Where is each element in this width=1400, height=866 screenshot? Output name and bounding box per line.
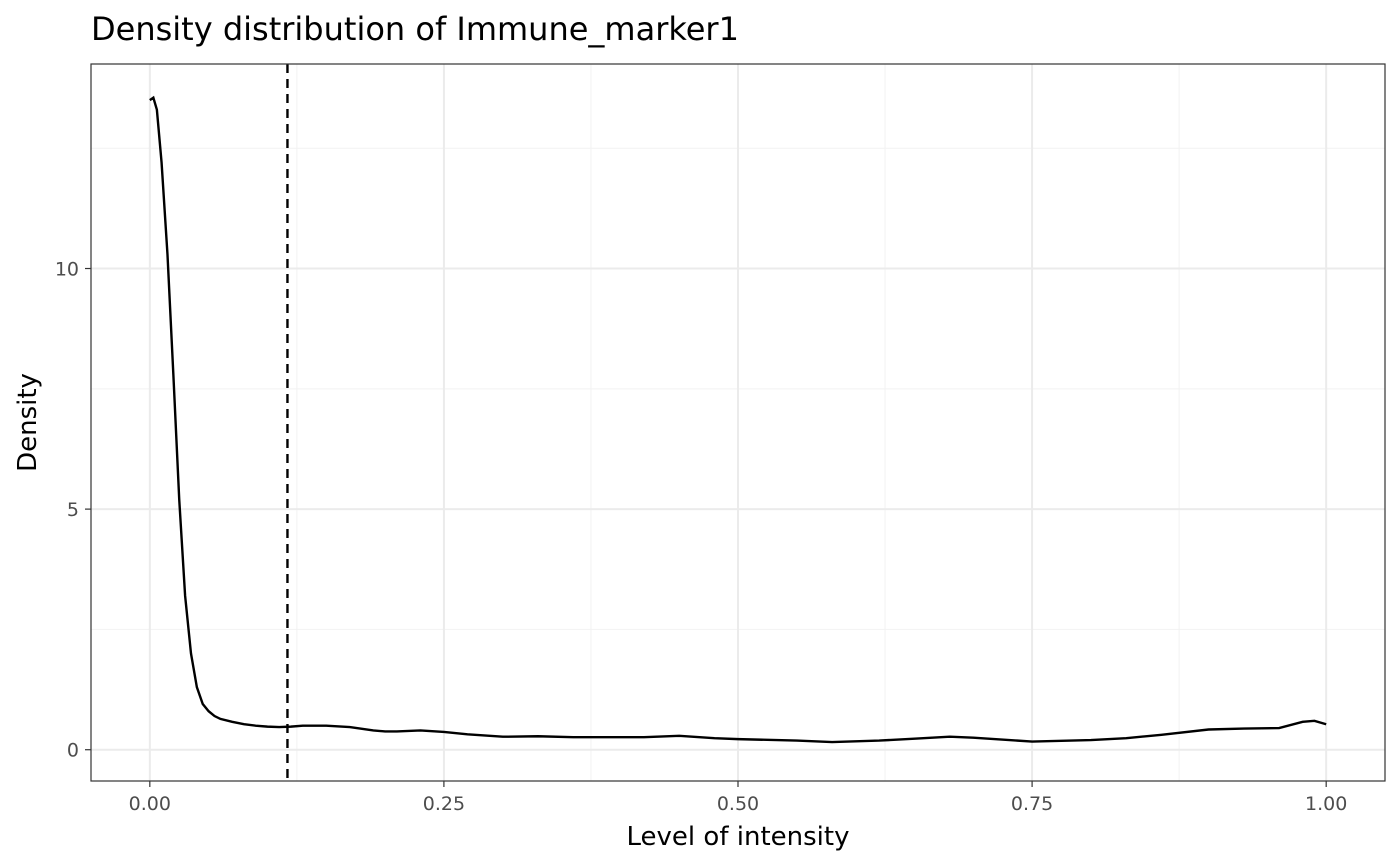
- y-tick-label: 5: [67, 499, 79, 521]
- x-tick-label: 0.75: [1011, 793, 1053, 815]
- axes: 0.00 0.25 0.50 0.75 1.00 0 5 10: [55, 259, 1348, 815]
- y-tick-label: 10: [55, 259, 79, 281]
- plot-area: [149, 64, 1327, 781]
- x-tick-label: 1.00: [1305, 793, 1347, 815]
- major-gridlines: [91, 64, 1385, 781]
- y-tick-label: 0: [67, 740, 79, 762]
- chart-title: Density distribution of Immune_marker1: [91, 10, 739, 48]
- x-tick-label: 0.50: [717, 793, 759, 815]
- x-tick-label: 0.00: [129, 793, 171, 815]
- x-axis-title: Level of intensity: [627, 822, 850, 852]
- x-tick-label: 0.25: [423, 793, 465, 815]
- density-curve: [149, 95, 1327, 744]
- y-axis-title: Density: [13, 373, 43, 472]
